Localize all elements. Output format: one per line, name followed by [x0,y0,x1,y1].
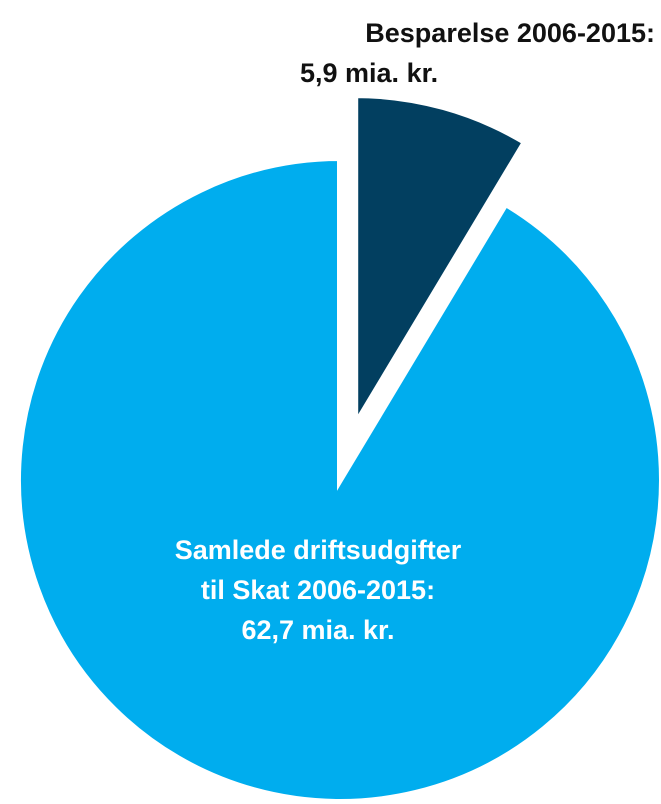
pie-slice [352,92,530,436]
slice-label: Samlede driftsudgifter [175,535,462,565]
slice-label: til Skat 2006-2015: [201,575,435,605]
slice-label: 5,9 mia. kr. [300,58,438,88]
slice-label: 62,7 mia. kr. [241,615,394,645]
pie-slice [15,154,661,804]
slice-label: Besparelse 2006-2015: [365,18,655,48]
